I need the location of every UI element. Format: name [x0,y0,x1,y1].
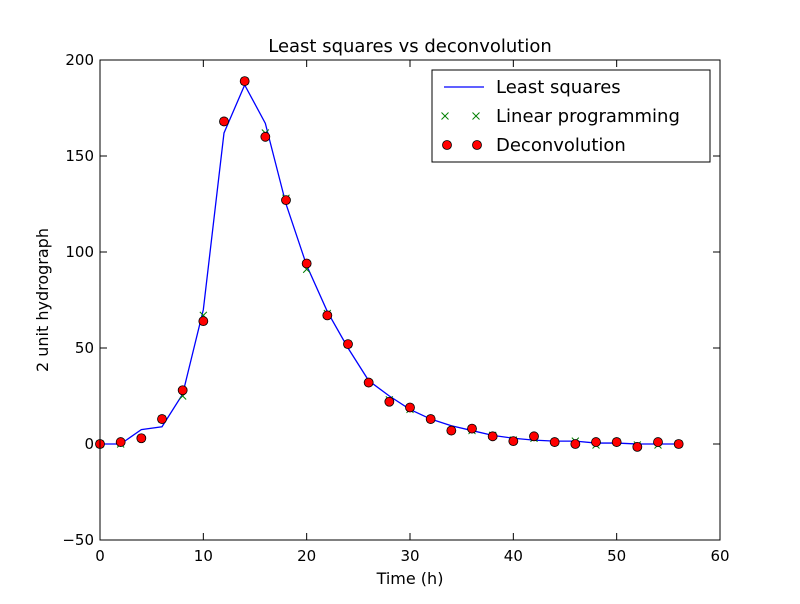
deconvolution-point [467,423,477,434]
x-tick-label: 10 [194,547,213,565]
x-tick-label: 40 [504,547,523,565]
least-squares-line [100,83,679,445]
legend: Least squares Linear programming Deconvolu… [431,69,711,163]
x-tick-label: 0 [95,547,105,565]
x-tick-label: 30 [400,547,419,565]
legend-dot-sample [442,140,452,150]
legend-dot-sample [472,140,482,150]
x-marker-stroke [441,112,449,120]
deconvolution-point [363,377,374,388]
deconvolution-point [198,316,209,327]
y-tick-label: −50 [62,531,94,549]
x-tick-label: 20 [297,547,316,565]
y-tick-label: 150 [65,147,94,165]
deconvolution-point [570,439,581,449]
x-marker-stroke [472,112,480,120]
series-layer [95,76,684,452]
deconvolution-point [239,76,250,87]
deconvolution-point [384,396,395,407]
deconvolution-point [425,414,436,424]
x-axis-label: Time (h) [376,569,444,588]
x-tick-label: 50 [607,547,626,565]
deconvolution-point [281,195,291,206]
deconvolution-point [343,339,353,350]
deconvolution-point [322,310,333,321]
deconvolution-point [632,441,643,452]
y-axis-label: 2 unit hydrograph [33,228,52,372]
legend-label: Linear programming [496,106,680,127]
deconvolution-point [446,425,457,436]
legend-label: Deconvolution [496,135,626,156]
deconvolution-point [529,431,539,442]
deconvolution-point [115,437,126,447]
chart-title: Least squares vs deconvolution [268,36,552,57]
deconvolution-point [177,385,188,396]
deconvolution-point [508,436,519,447]
deconvolution-point [260,131,271,142]
plot-frame [99,59,721,541]
deconvolution-point [611,437,622,447]
deconvolution-point [673,439,684,449]
legend-x-sample [441,112,449,120]
legend-label: Least squares [496,77,621,98]
y-tick-label: 50 [75,339,94,357]
deconvolution-point [301,258,312,269]
deconvolution-point [549,437,560,447]
deconvolution-point [219,116,229,127]
deconvolution-point [136,433,147,444]
legend-entries: Least squares Linear programming Deconvolu… [441,77,680,156]
deconvolution-point [405,402,415,413]
y-tick-label: 200 [65,51,94,69]
deconvolution-point [591,437,601,447]
legend-x-sample [472,112,480,120]
x-tick-label: 60 [710,547,729,565]
deconvolution-point [157,414,167,424]
y-tick-label: 0 [84,435,94,453]
deconvolution-point [487,431,498,442]
y-tick-label: 100 [65,243,94,261]
deconvolution-point [653,437,663,447]
